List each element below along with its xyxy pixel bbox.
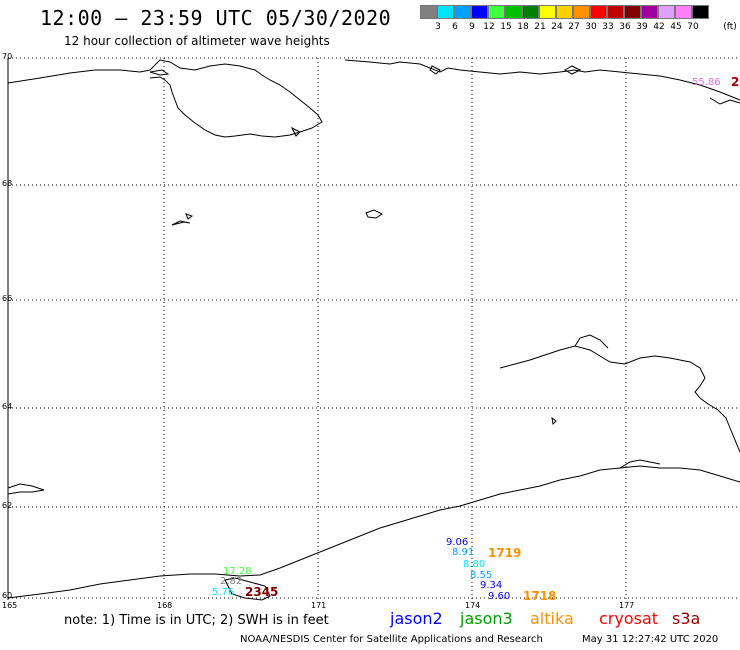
lat-label: 62: [2, 501, 13, 510]
credit-line: NOAA/NESDIS Center for Satellite Applica…: [240, 634, 543, 645]
lon-label: 168: [157, 601, 173, 610]
lat-label: 66: [2, 294, 13, 303]
legend-label: 18: [517, 22, 529, 32]
lon-label: 165: [2, 601, 18, 610]
swh-obs: 9.06: [446, 537, 469, 548]
legend-label: 36: [619, 22, 631, 32]
legend-swatch: [624, 5, 641, 19]
legend-label: 70: [687, 22, 699, 32]
legend-unit: (ft): [723, 22, 737, 32]
swh-obs: 1719: [488, 546, 522, 560]
legend-labels: 3 6 9 12 15 18 21 24 27 30 33 36 39 42 45 70 (ft): [420, 22, 740, 34]
legend-label: 15: [500, 22, 512, 32]
lon-label: 174: [465, 601, 481, 610]
lon-label: 177: [619, 601, 635, 610]
generated-timestamp: May 31 12:27:42 UTC 2020: [582, 634, 719, 645]
legend-swatch: [505, 5, 522, 19]
satellite-label-cryosat: cryosat: [599, 609, 659, 628]
swh-obs: 5.76: [212, 587, 235, 598]
legend-label: 24: [551, 22, 563, 32]
legend-swatch: [675, 5, 692, 19]
legend-swatch: [471, 5, 488, 19]
legend-label: 27: [568, 22, 580, 32]
satellite-label-altika: altika: [530, 609, 574, 628]
swh-obs: 8.91: [452, 547, 475, 558]
legend-label: 30: [585, 22, 597, 32]
swh-obs: 2345: [245, 585, 279, 599]
coastline: [7, 59, 740, 601]
legend-label: 21: [534, 22, 546, 32]
legend-label: 3: [435, 22, 441, 32]
lat-label: 70: [2, 52, 13, 61]
lat-label: 68: [2, 179, 13, 188]
legend-swatch: [573, 5, 590, 19]
map-subtitle: 12 hour collection of altimeter wave hei…: [64, 34, 330, 48]
legend-swatch: [454, 5, 471, 19]
swh-obs: 8.55: [470, 570, 493, 581]
legend-label: 42: [653, 22, 665, 32]
swh-obs: 55.86: [692, 77, 721, 88]
map-title: 12:00 – 23:59 UTC 05/30/2020: [40, 6, 392, 30]
legend-label: 45: [670, 22, 682, 32]
legend-label: 12: [483, 22, 495, 32]
legend-swatch: [641, 5, 658, 19]
legend-swatch: [420, 5, 437, 19]
footer-note: note: 1) Time is in UTC; 2) SWH is in fe…: [64, 613, 329, 628]
legend-swatch: [692, 5, 709, 19]
satellite-label-jason2: jason2: [390, 609, 443, 628]
graticule: [8, 57, 740, 600]
legend-swatch: [539, 5, 556, 19]
swh-obs: 2: [731, 75, 740, 89]
swh-obs: 2.82: [220, 576, 243, 587]
legend-swatch: [556, 5, 573, 19]
legend-label: 6: [452, 22, 458, 32]
legend-label: 33: [602, 22, 614, 32]
swh-obs: 17.28: [223, 566, 252, 577]
swh-obs: 9.34: [480, 580, 503, 591]
swh-obs: 8.80: [463, 559, 486, 570]
lon-label: 171: [311, 601, 327, 610]
legend-label: 9: [469, 22, 475, 32]
lat-label: 60: [2, 591, 13, 600]
satellite-label-jason3: jason3: [460, 609, 513, 628]
legend-swatch: [590, 5, 607, 19]
legend-swatch: [437, 5, 454, 19]
legend-swatch: [522, 5, 539, 19]
legend-swatch: [658, 5, 675, 19]
legend-swatch: [607, 5, 624, 19]
legend-swatch: [488, 5, 505, 19]
swh-obs: 9.60: [488, 591, 511, 602]
legend-label: 39: [636, 22, 648, 32]
satellite-label-s3a: s3a: [672, 609, 701, 628]
color-legend: [420, 5, 709, 19]
lat-label: 64: [2, 402, 13, 411]
swh-obs: 1718: [523, 589, 557, 603]
